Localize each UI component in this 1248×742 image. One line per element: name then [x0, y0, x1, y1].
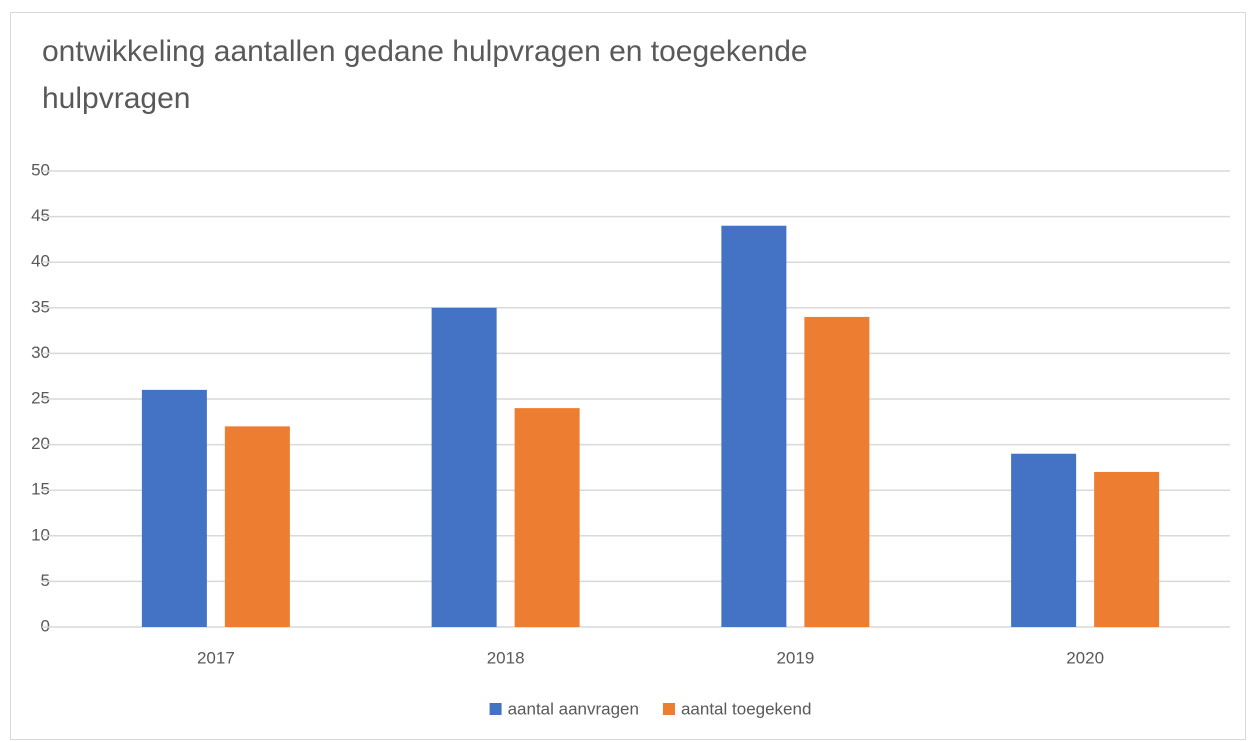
x-tick-label: 2019: [776, 648, 814, 667]
x-tick-label: 2017: [197, 648, 235, 667]
y-tick-label: 45: [31, 206, 50, 225]
bar: [721, 225, 787, 627]
legend-swatch: [489, 703, 502, 715]
legend-swatch: [662, 703, 675, 715]
y-tick-label: 0: [41, 616, 50, 635]
bar: [431, 307, 497, 627]
bar: [224, 426, 290, 627]
legend-label: aantal aanvragen: [508, 699, 639, 718]
y-tick-label: 5: [41, 571, 50, 590]
y-tick-label: 40: [31, 252, 50, 271]
bar: [141, 389, 207, 627]
y-tick-label: 15: [31, 480, 50, 499]
x-tick-label: 2018: [487, 648, 525, 667]
y-tick-label: 30: [31, 343, 50, 362]
y-tick-label: 20: [31, 434, 50, 453]
y-tick-label: 25: [31, 388, 50, 407]
y-tick-label: 35: [31, 297, 50, 316]
bar: [514, 408, 580, 627]
chart-frame: [10, 12, 1246, 740]
y-tick-label: 10: [31, 525, 50, 544]
legend-label: aantal toegekend: [681, 699, 811, 718]
x-tick-label: 2020: [1066, 648, 1104, 667]
bar: [1011, 453, 1077, 627]
chart-title: ontwikkeling aantallen gedane hulpvragen…: [42, 35, 808, 115]
bar: [1094, 471, 1160, 627]
y-tick-label: 50: [31, 160, 50, 179]
bar: [804, 316, 870, 627]
